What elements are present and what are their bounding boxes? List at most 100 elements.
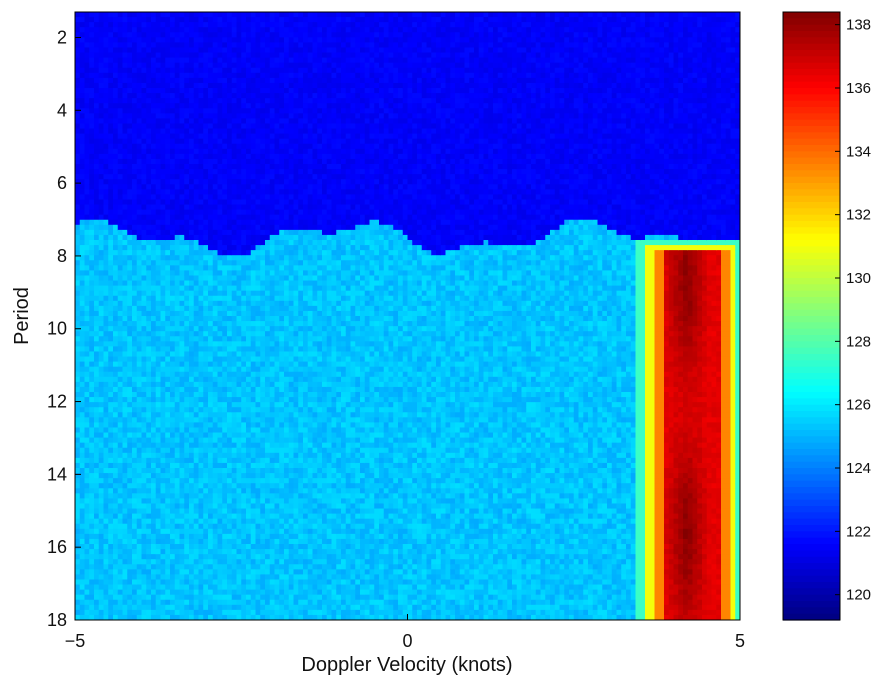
heatmap-cell [75,336,80,342]
heatmap-cell [104,134,109,140]
heatmap-cell [237,473,242,479]
heatmap-cell [108,210,113,216]
heatmap-cell [104,488,109,494]
heatmap-cell [99,539,104,545]
heatmap-cell [113,346,118,352]
heatmap-cell [246,118,251,124]
heatmap-cell [137,306,142,312]
heatmap-cell [132,275,137,281]
heatmap-cell [241,544,246,550]
heatmap-cell [213,519,218,525]
heatmap-cell [80,605,85,611]
heatmap-cell [232,483,237,489]
heatmap-cell [203,387,208,393]
heatmap-cell [180,377,185,383]
heatmap-cell [127,468,132,474]
heatmap-cell [151,194,156,200]
heatmap-cell [161,159,166,165]
heatmap-cell [127,17,132,23]
heatmap-cell [146,443,151,449]
heatmap-cell [251,149,256,155]
heatmap-cell [189,463,194,469]
heatmap-cell [203,412,208,418]
heatmap-cell [246,412,251,418]
heatmap-cell [180,357,185,363]
heatmap-cell [75,539,80,545]
heatmap-cell [137,412,142,418]
heatmap-cell [104,321,109,327]
heatmap-cell [194,357,199,363]
heatmap-cell [142,412,147,418]
heatmap-cell [213,129,218,135]
heatmap-cell [222,377,227,383]
heatmap-cell [199,463,204,469]
heatmap-cell [108,235,113,241]
heatmap-cell [94,397,99,403]
heatmap-cell [180,574,185,580]
heatmap-cell [108,463,113,469]
heatmap-cell [270,129,275,135]
heatmap-cell [199,113,204,119]
heatmap-cell [170,453,175,459]
heatmap-cell [89,53,94,59]
heatmap-cell [203,306,208,312]
heatmap-cell [137,585,142,591]
heatmap-cell [108,473,113,479]
heatmap-cell [189,123,194,129]
heatmap-cell [118,483,123,489]
heatmap-cell [208,250,213,256]
heatmap-cell [99,306,104,312]
heatmap-cell [222,164,227,170]
heatmap-cell [194,179,199,185]
heatmap-cell [89,377,94,383]
heatmap-cell [165,154,170,160]
heatmap-cell [222,362,227,368]
heatmap-cell [218,174,223,180]
heatmap-cell [99,88,104,94]
heatmap-cell [142,392,147,398]
heatmap-cell [180,184,185,190]
heatmap-cell [218,514,223,520]
heatmap-cell [108,12,113,18]
heatmap-cell [89,154,94,160]
heatmap-cell [213,498,218,504]
heatmap-cell [218,281,223,287]
heatmap-cell [156,326,161,332]
heatmap-cell [146,22,151,28]
heatmap-cell [75,463,80,469]
heatmap-cell [99,169,104,175]
heatmap-cell [246,387,251,393]
heatmap-cell [161,610,166,616]
heatmap-cell [251,448,256,454]
heatmap-cell [170,579,175,585]
heatmap-cell [75,433,80,439]
heatmap-cell [189,321,194,327]
heatmap-cell [89,473,94,479]
heatmap-cell [99,341,104,347]
heatmap-cell [265,372,270,378]
heatmap-cell [156,144,161,150]
heatmap-cell [99,199,104,205]
heatmap-cell [75,529,80,535]
heatmap-cell [208,118,213,124]
heatmap-cell [260,412,265,418]
heatmap-cell [256,230,261,236]
heatmap-cell [260,509,265,515]
heatmap-cell [165,357,170,363]
heatmap-cell [127,422,132,428]
heatmap-cell [251,42,256,48]
heatmap-cell [123,590,128,596]
heatmap-cell [237,37,242,43]
heatmap-cell [99,225,104,231]
heatmap-cell [80,382,85,388]
heatmap-cell [175,311,180,317]
heatmap-cell [89,240,94,246]
heatmap-cell [199,144,204,150]
heatmap-cell [184,433,189,439]
heatmap-cell [203,235,208,241]
heatmap-cell [89,32,94,38]
heatmap-cell [99,473,104,479]
heatmap-cell [132,341,137,347]
heatmap-cell [246,326,251,332]
heatmap-cell [156,169,161,175]
